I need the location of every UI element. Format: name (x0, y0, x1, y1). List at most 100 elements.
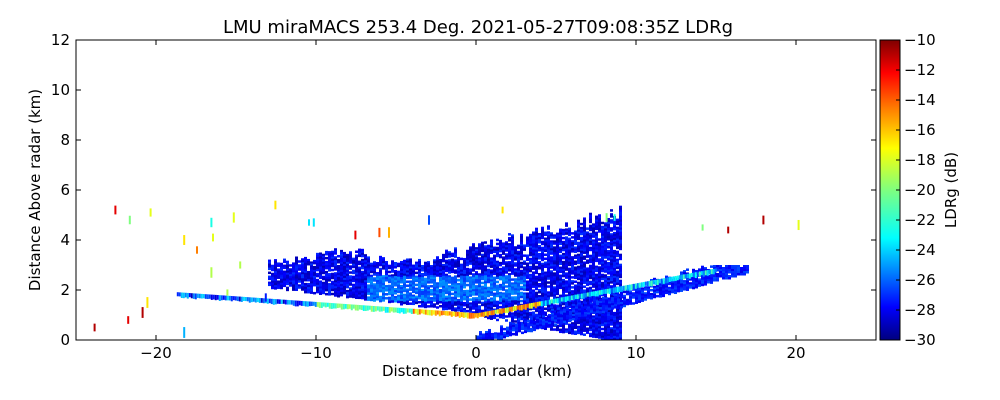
echo-cell (346, 267, 349, 271)
clutter-cell (560, 311, 563, 314)
isolated-return (141, 307, 144, 318)
echo-cell (484, 309, 487, 312)
echo-cell (493, 316, 496, 320)
bright-band-cell (532, 302, 535, 307)
echo-cell (481, 257, 484, 261)
echo-cell (418, 276, 421, 280)
echo-cell (541, 264, 544, 268)
bright-band-cell (548, 299, 551, 305)
echo-cell (313, 273, 316, 277)
echo-cell (610, 331, 613, 334)
echo-cell (616, 236, 619, 240)
echo-cell (556, 304, 559, 308)
echo-cell (427, 301, 430, 304)
echo-cell (487, 276, 490, 280)
clutter-cell (644, 292, 647, 295)
clutter-cell (563, 316, 566, 320)
echo-cell (523, 316, 526, 319)
echo-cell (370, 286, 373, 290)
echo-cell (541, 326, 544, 330)
echo-cell (322, 257, 325, 261)
echo-cell (589, 282, 592, 286)
echo-cell (283, 260, 286, 264)
echo-cell (613, 261, 616, 265)
echo-cell (286, 274, 289, 278)
clutter-cell (722, 277, 725, 280)
echo-cell (511, 282, 514, 285)
echo-cell (406, 260, 409, 263)
echo-cell (388, 276, 391, 280)
echo-cell (484, 297, 487, 300)
echo-cell (481, 273, 484, 277)
clutter-cell (692, 282, 695, 286)
echo-cell (448, 269, 451, 272)
clutter-cell (674, 283, 677, 287)
clutter-cell (734, 273, 737, 276)
echo-cell (514, 246, 517, 249)
echo-cell (508, 273, 511, 276)
echo-cell (343, 275, 346, 279)
echo-cell (538, 290, 541, 294)
echo-cell (397, 276, 400, 280)
clutter-cell (659, 287, 662, 290)
clutter-cell (629, 300, 632, 303)
echo-cell (415, 289, 418, 293)
echo-cell (484, 253, 487, 256)
clutter-cell (566, 316, 569, 320)
echo-cell (409, 282, 412, 285)
echo-cell (436, 266, 439, 269)
echo-cell (316, 274, 319, 278)
echo-cell (478, 289, 481, 292)
echo-cell (511, 288, 514, 291)
clutter-cell (716, 275, 719, 278)
echo-cell (553, 262, 556, 265)
echo-cell (448, 277, 451, 280)
echo-cell (616, 314, 619, 318)
echo-cell (445, 287, 448, 291)
clutter-cell (737, 265, 740, 268)
bright-band-cell (628, 284, 631, 291)
echo-cell (466, 277, 469, 281)
bright-band-cell (186, 292, 189, 299)
echo-cell (508, 261, 511, 264)
colorbar-tick-label: −24 (904, 241, 936, 259)
echo-cell (553, 266, 556, 269)
echo-cell (538, 310, 541, 314)
isolated-return (232, 212, 235, 223)
clutter-cell (632, 302, 635, 305)
echo-cell (358, 270, 361, 274)
echo-cell (496, 314, 499, 318)
echo-cell (289, 282, 292, 285)
echo-cell (577, 285, 580, 289)
echo-cell (481, 287, 484, 291)
echo-cell (448, 279, 451, 282)
echo-cell (472, 251, 475, 254)
echo-cell (391, 290, 394, 293)
bright-band-cell (710, 269, 713, 275)
echo-cell (508, 289, 511, 292)
echo-cell (616, 320, 619, 324)
echo-cell (391, 286, 394, 289)
echo-cell (463, 307, 466, 311)
echo-cell (595, 297, 598, 301)
echo-cell (274, 273, 277, 276)
echo-cell (610, 295, 613, 298)
echo-cell (292, 284, 295, 287)
echo-cell (529, 311, 532, 315)
echo-cell (487, 300, 490, 304)
echo-cell (547, 241, 550, 244)
echo-cell (496, 286, 499, 290)
echo-cell (364, 258, 367, 261)
echo-cell (592, 271, 595, 274)
echo-cell (427, 267, 430, 270)
echo-cell (526, 236, 529, 239)
echo-cell (487, 252, 490, 256)
clutter-cell (641, 289, 644, 292)
echo-cell (613, 333, 616, 337)
clutter-cell (635, 301, 638, 304)
clutter-cell (599, 303, 602, 306)
echo-cell (367, 288, 370, 291)
echo-cell (520, 269, 523, 273)
echo-cell (526, 302, 529, 305)
